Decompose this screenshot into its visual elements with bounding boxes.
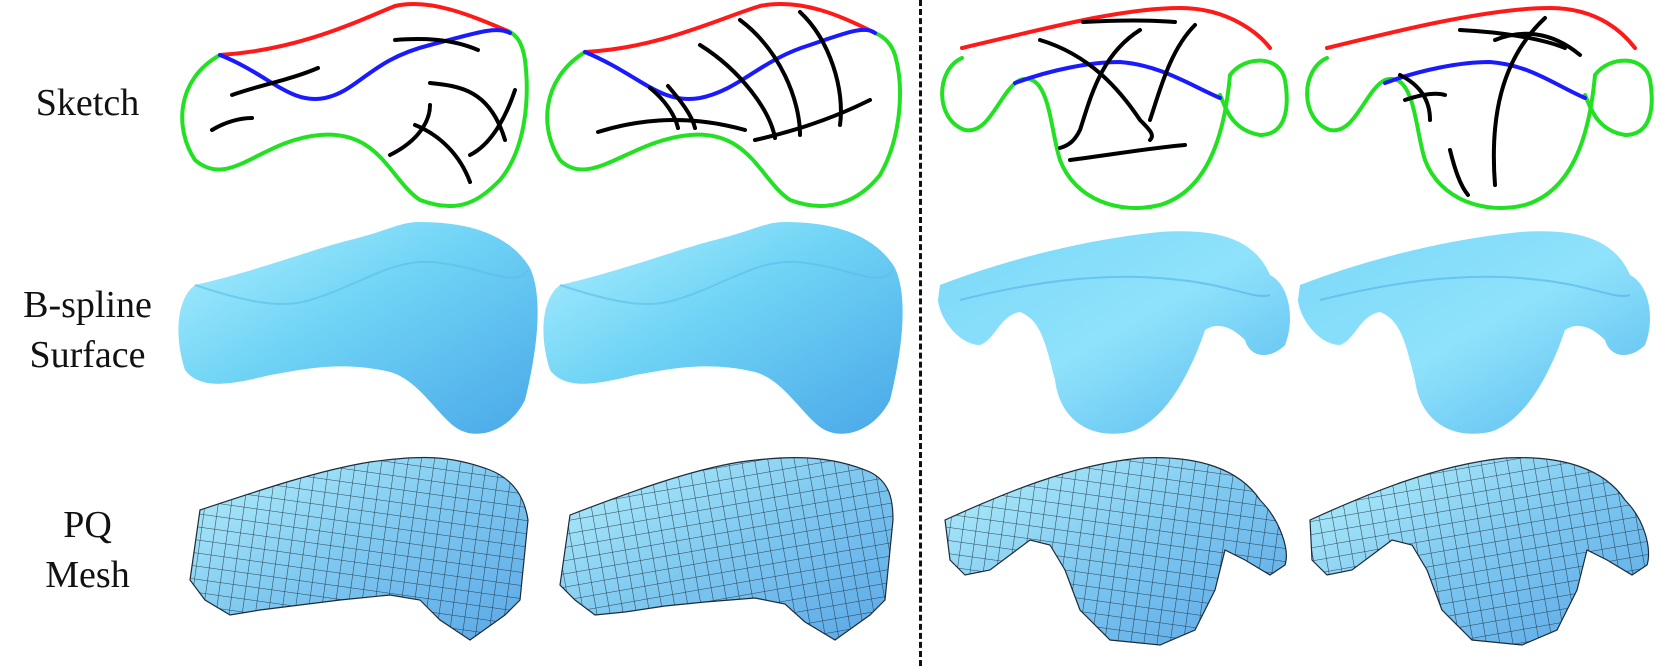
sketch-2-mid-curve — [583, 27, 877, 102]
pq-mesh-3 — [944, 457, 1287, 646]
sketch-label: Sketch — [35, 82, 140, 124]
row-label-pq: PQ Mesh — [0, 500, 175, 600]
sketch-3-side-boundary — [940, 56, 1289, 210]
sketch-3-top-boundary — [960, 5, 1272, 50]
sketch-4-mid-curve — [1383, 59, 1587, 100]
sketch-2-strokes — [596, 10, 872, 142]
row-label-sketch: Sketch — [0, 78, 175, 128]
sketch-4-side-boundary — [1305, 56, 1654, 210]
bspline-surface-1 — [178, 222, 538, 434]
pq-mesh-2 — [559, 457, 894, 641]
sketch-3-strokes — [1038, 18, 1197, 162]
sketch-1-strokes — [210, 37, 517, 184]
bspline-label-line1: B-spline — [23, 284, 152, 326]
bspline-surface-3 — [938, 231, 1290, 434]
sketch-1-top-boundary — [218, 1, 512, 57]
sketch-2-side-boundary — [545, 31, 902, 208]
sketch-panel-4 — [1305, 5, 1654, 210]
sketch-1-side-boundary — [180, 30, 529, 209]
bspline-surface-2 — [543, 222, 903, 434]
sketch-1-mid-curve — [218, 28, 512, 102]
pq-label-line2: Mesh — [45, 554, 130, 596]
sketch-4-strokes — [1398, 16, 1582, 197]
bspline-label-line2: Surface — [29, 334, 146, 376]
row-label-bspline: B-spline Surface — [0, 280, 175, 380]
sketch-4-top-boundary — [1325, 5, 1637, 50]
sketch-panel-2 — [545, 1, 902, 208]
pq-label-line1: PQ — [63, 504, 112, 546]
bspline-surface-4 — [1298, 231, 1650, 434]
pq-mesh-1 — [189, 456, 529, 641]
sketch-panel-1 — [180, 1, 529, 209]
sketch-panel-3 — [940, 5, 1289, 210]
pq-mesh-4 — [1309, 457, 1650, 646]
sketch-3-mid-curve — [1013, 59, 1222, 100]
dashed-divider — [919, 0, 922, 666]
sketch-2-top-boundary — [583, 1, 877, 54]
